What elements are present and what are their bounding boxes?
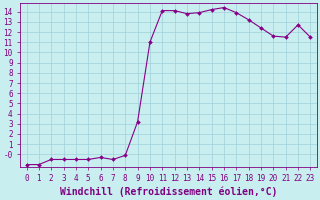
X-axis label: Windchill (Refroidissement éolien,°C): Windchill (Refroidissement éolien,°C) (60, 186, 277, 197)
